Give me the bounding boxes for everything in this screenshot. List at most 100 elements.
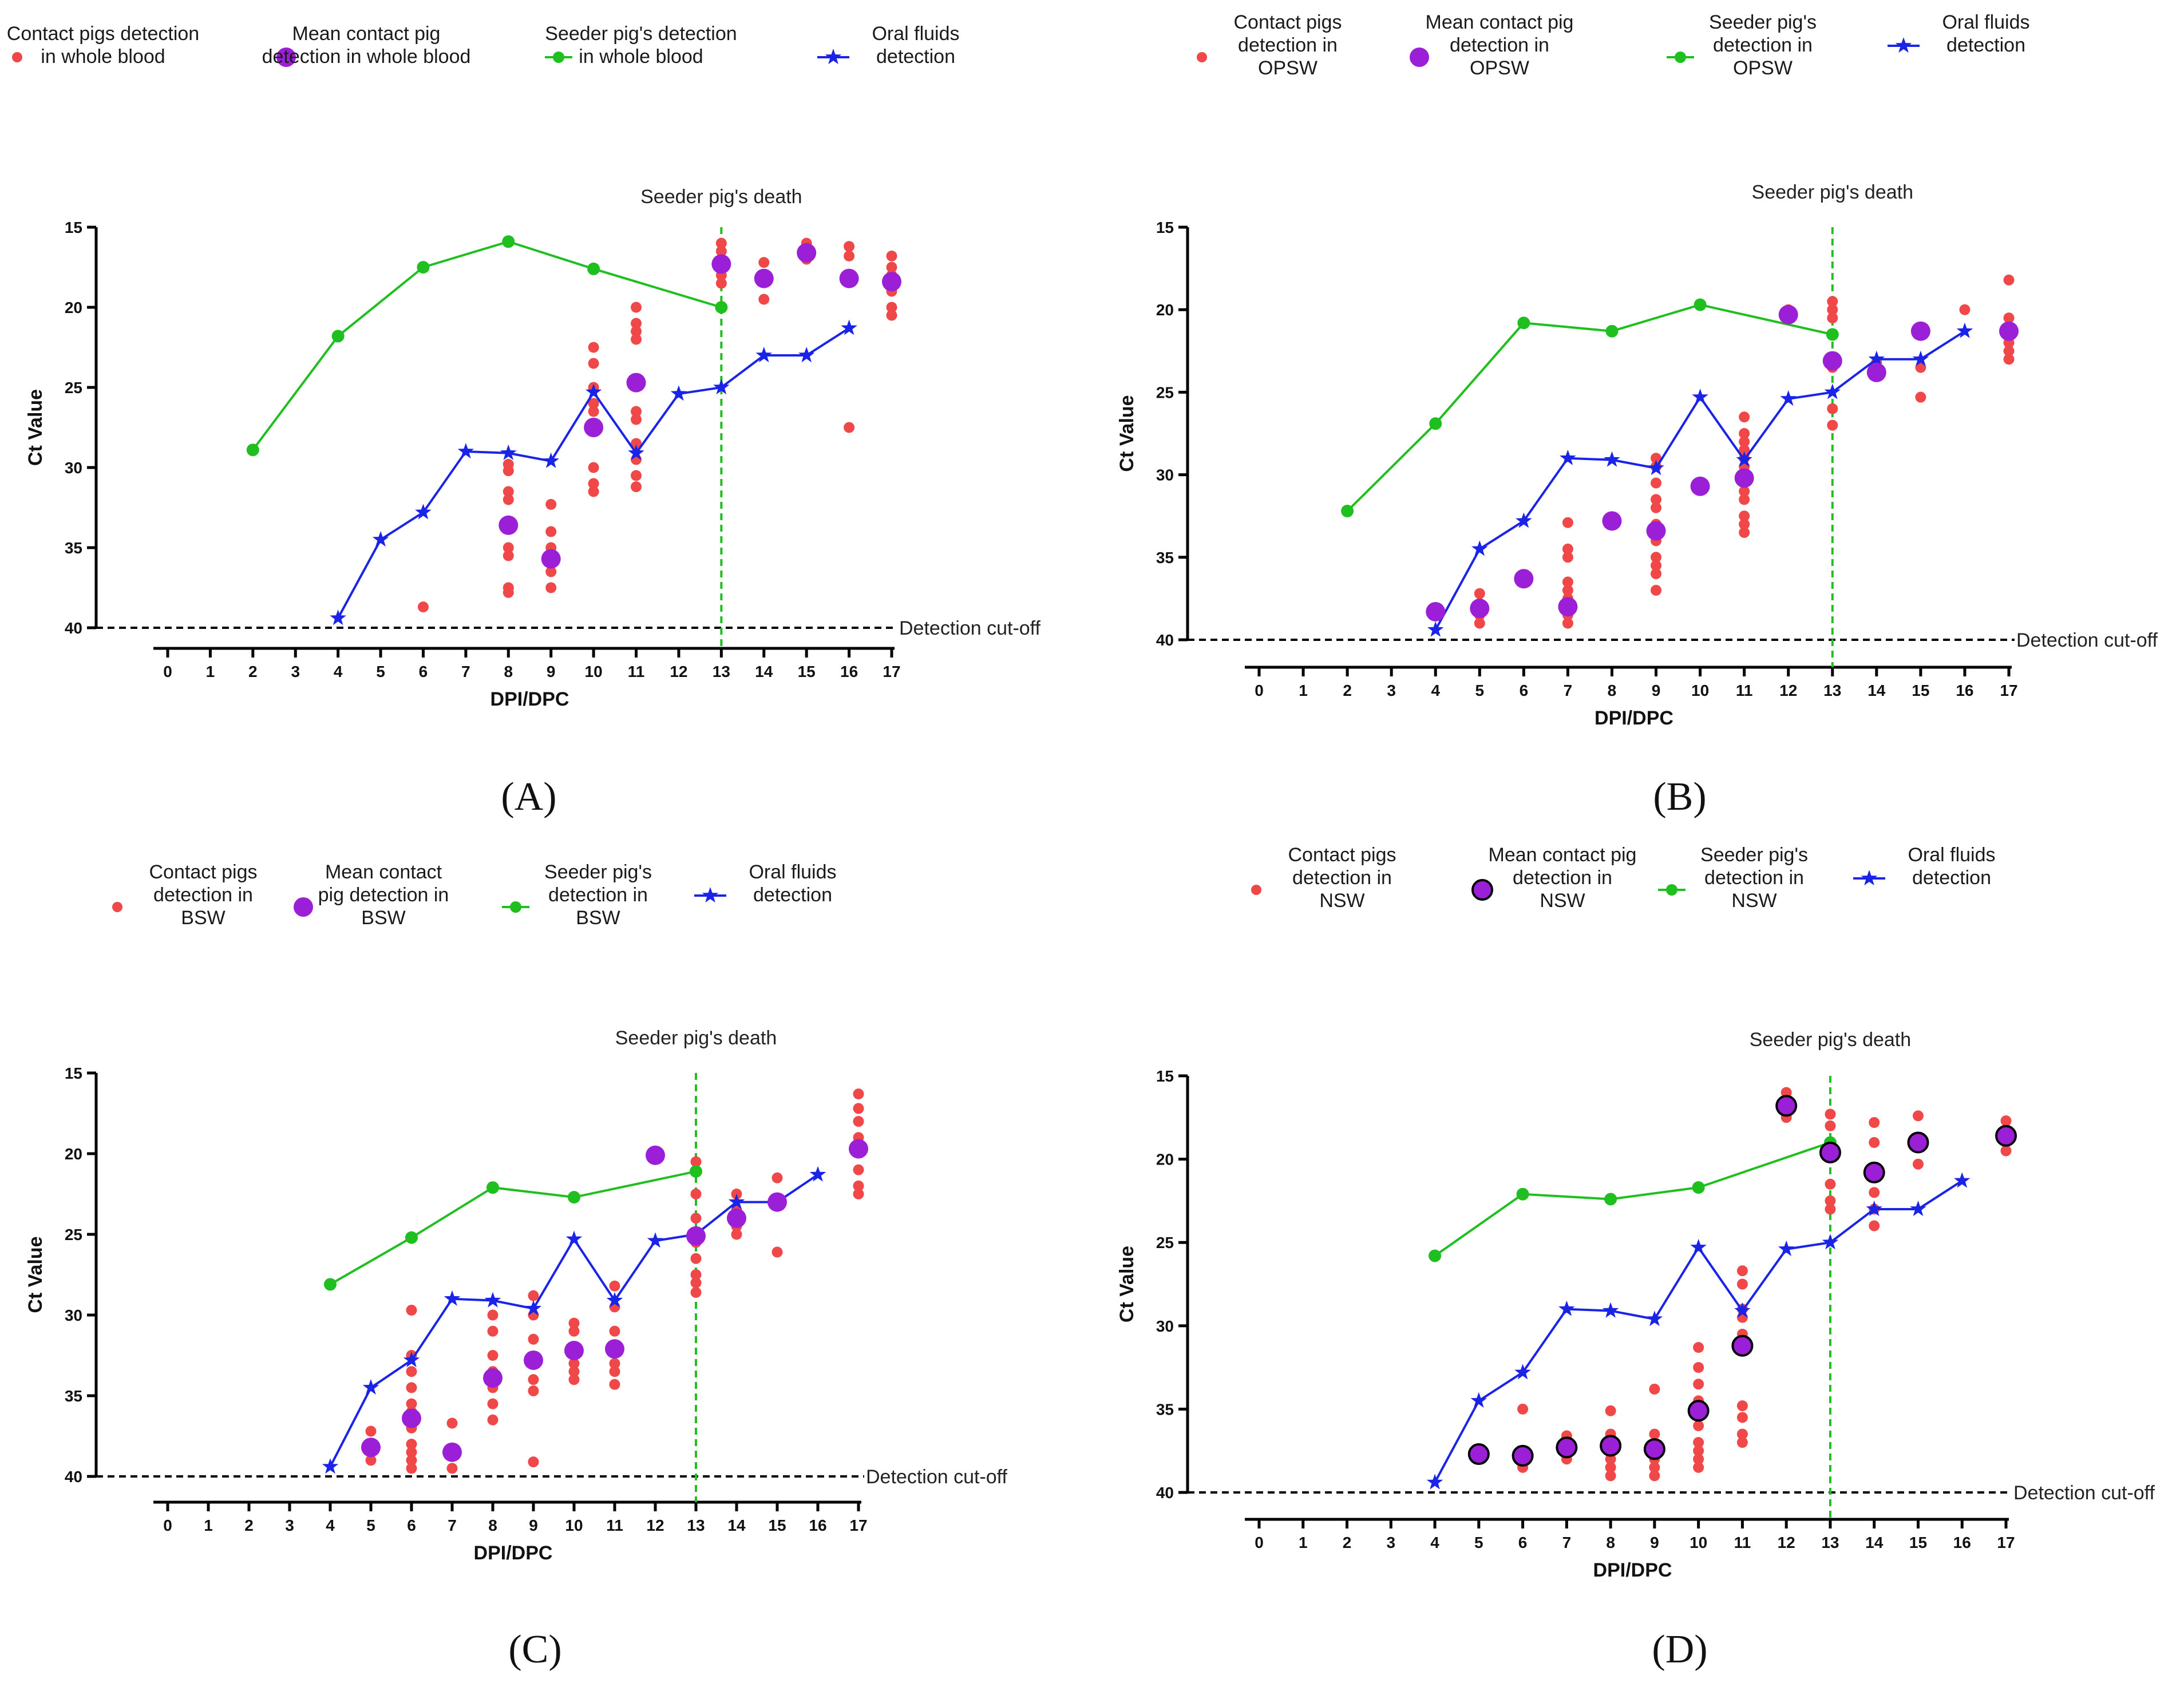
contact-point [2003, 312, 2015, 324]
oral-point [1734, 1302, 1751, 1318]
contact-point [1562, 584, 1573, 596]
x-tick-label: 3 [1387, 682, 1396, 699]
contact-point [1827, 403, 1838, 414]
oral-point [543, 452, 559, 468]
contact-point [1517, 1403, 1529, 1415]
mean-point [1731, 1334, 1754, 1357]
contact-point [771, 1246, 783, 1258]
contact-point [1693, 1420, 1704, 1432]
oral-line [337, 327, 850, 619]
seeder-point [1826, 328, 1839, 341]
legend-label-oral: Oral fluids detection [1942, 11, 2029, 56]
panel-D: Contact pigs detection in NSW Mean contact … [1116, 844, 2155, 1672]
contact-point [1651, 453, 1662, 464]
contact-point [1693, 1342, 1704, 1353]
contact-point [406, 1455, 417, 1466]
contact-point [631, 334, 642, 345]
contact-point [853, 1116, 864, 1127]
y-tick-label: 15 [65, 1064, 82, 1082]
contact-point [1649, 1470, 1660, 1482]
x-tick-label: 0 [163, 663, 172, 680]
contact-point [1649, 1428, 1660, 1440]
contact-point [1651, 560, 1662, 571]
oral-point [1822, 1234, 1839, 1250]
contact-point [853, 1088, 864, 1100]
seeder-point [331, 330, 345, 343]
mean-point [1995, 1124, 2017, 1147]
x-tick-label: 8 [488, 1516, 497, 1534]
contact-point [528, 1333, 539, 1345]
x-tick-label: 13 [1823, 682, 1841, 699]
mean-point [1819, 1141, 1841, 1163]
legend-item-seeder: Seeder pig's detection in BSW [502, 861, 652, 929]
death-label: Seeder pig's death [1750, 1029, 1911, 1051]
seeder-point [1516, 1187, 1529, 1201]
x-tick-label: 5 [366, 1516, 375, 1534]
legend-item-seeder: Seeder pig's detection in OPSW [1667, 11, 1817, 79]
y-tick-label: 25 [1156, 1234, 1174, 1252]
contact-point [528, 1374, 539, 1385]
oral-point [713, 379, 730, 395]
contact-point [1693, 1454, 1704, 1465]
contact-point [588, 406, 599, 417]
mean-point [541, 549, 561, 569]
contact-point [503, 542, 514, 553]
x-tick-label: 16 [1953, 1534, 1971, 1551]
y-tick-label: 25 [65, 379, 82, 397]
contact-point [1869, 1220, 1880, 1231]
x-tick-label: 12 [1778, 1534, 1795, 1551]
oral-point [1736, 451, 1752, 467]
contact-point [503, 465, 514, 477]
legend: Contact pigs detection in BSW Mean contact p… [112, 861, 837, 929]
y-axis-title: Ct Value [25, 1236, 46, 1313]
oral-point [1604, 451, 1620, 467]
contact-point [487, 1350, 498, 1361]
contact-point [588, 486, 599, 497]
contact-point [1693, 1445, 1704, 1456]
contact-point [568, 1374, 580, 1385]
contact-point [545, 566, 557, 577]
legend: Contact pigs detection in NSW Mean contact … [1251, 844, 1996, 912]
contact-point [1827, 312, 1838, 324]
oral-point [841, 319, 857, 335]
legend-seeder-marker [1666, 884, 1677, 896]
x-tick-label: 17 [2000, 682, 2017, 699]
contact-point [365, 1425, 377, 1437]
x-tick-label: 10 [585, 663, 603, 680]
x-tick-label: 12 [670, 663, 687, 680]
legend-label-mean: Mean contact pig detection in BSW [318, 861, 449, 929]
y-axis-title: Ct Value [1116, 1246, 1138, 1322]
legend-mean-marker [1471, 879, 1493, 901]
contact-point [1827, 304, 1838, 315]
contact-point [1739, 485, 1750, 497]
cutoff-label: Detection cut-off [2013, 1482, 2155, 1504]
x-tick-label: 1 [204, 1516, 213, 1534]
y-tick-label: 30 [1156, 466, 1174, 484]
legend-label-mean: Mean contact pig detection in whole blood [262, 23, 471, 68]
legend-label-contact: Contact pigs detection in whole blood [7, 23, 199, 68]
contact-point [1827, 419, 1838, 431]
y-tick-label: 15 [65, 219, 82, 236]
contact-point [1562, 552, 1573, 563]
mean-point [1602, 511, 1622, 531]
panel-label: (D) [1652, 1627, 1707, 1672]
legend-label-contact: Contact pigs detection in OPSW [1234, 11, 1342, 79]
contact-point [1562, 617, 1573, 629]
contact-point [1915, 362, 1926, 373]
contact-point [1605, 1462, 1616, 1473]
x-tick-label: 13 [1821, 1534, 1839, 1551]
x-tick-label: 4 [1431, 682, 1440, 699]
mean-point [882, 272, 901, 292]
contact-point [1651, 552, 1662, 563]
contact-point [690, 1156, 702, 1167]
oral-point [1910, 1201, 1926, 1217]
contact-point [631, 326, 642, 337]
contact-point [588, 478, 599, 489]
mean-point [584, 418, 604, 437]
contact-point [1651, 568, 1662, 580]
x-tick-label: 0 [163, 1516, 172, 1534]
seeder-line [1434, 1141, 1831, 1257]
contact-point [1651, 477, 1662, 489]
oral-point [362, 1379, 379, 1395]
y-tick-label: 30 [1156, 1317, 1174, 1335]
